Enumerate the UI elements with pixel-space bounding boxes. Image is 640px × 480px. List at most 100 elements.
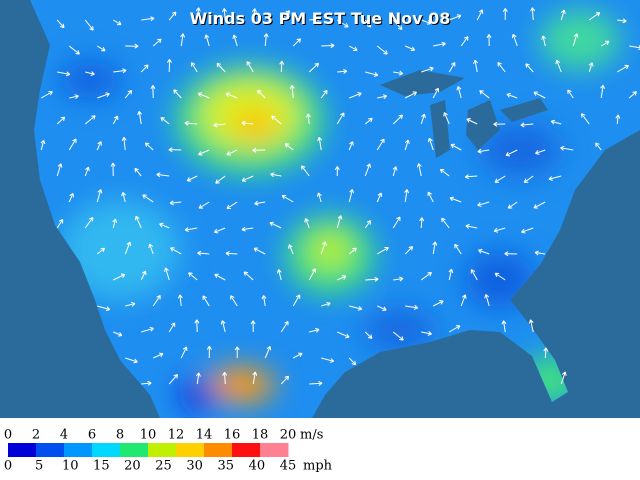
wind-arrow — [505, 149, 518, 157]
wind-arrow — [271, 115, 282, 125]
wind-arrow — [448, 268, 454, 281]
wind-arrow — [377, 94, 388, 100]
wind-arrow — [321, 301, 331, 307]
wind-arrow — [392, 216, 401, 229]
color-swatch — [64, 443, 93, 457]
wind-arrow — [478, 248, 490, 255]
wind-arrow — [420, 113, 426, 125]
wind-arrow — [184, 227, 198, 232]
legend: 0 2 4 6 8 10 12 14 16 18 20 0 5 10 15 20 25 30 35 40 45 m/s mp… — [4, 428, 333, 474]
wind-arrow — [449, 14, 462, 21]
wind-arrow — [124, 241, 132, 255]
wind-arrow — [364, 117, 373, 125]
wind-arrow — [348, 141, 354, 151]
wind-arrow — [392, 114, 404, 125]
wind-arrow — [166, 59, 172, 73]
wind-arrow — [112, 218, 118, 229]
wind-arrow — [419, 217, 425, 229]
ms-unit: m/s — [300, 428, 323, 443]
wind-arrow — [550, 119, 562, 125]
wind-arrow — [142, 194, 154, 203]
wind-arrow — [405, 91, 417, 99]
wind-arrow — [405, 304, 419, 310]
wind-arrow — [460, 294, 467, 307]
wind-arrow — [56, 163, 63, 177]
wind-arrow — [125, 43, 139, 49]
wind-arrow — [560, 9, 566, 21]
wind-arrow — [125, 357, 138, 364]
wind-arrow — [241, 226, 254, 232]
wind-arrow — [337, 275, 347, 281]
mph-label: 15 — [93, 459, 110, 474]
wind-arrow — [348, 247, 357, 255]
wind-arrow — [253, 247, 266, 255]
wind-arrow — [261, 295, 267, 307]
wind-arrow — [173, 89, 182, 99]
ms-label: 12 — [168, 428, 185, 443]
mph-label: 40 — [249, 459, 266, 474]
wind-arrow — [156, 172, 170, 178]
wind-arrow — [336, 215, 343, 229]
wind-arrow — [567, 89, 574, 99]
wind-arrow — [433, 300, 444, 307]
wind-arrow — [421, 330, 432, 336]
wind-arrow — [252, 147, 266, 153]
wind-arrow — [506, 92, 518, 99]
wind-arrow — [392, 331, 404, 341]
ms-label: 18 — [252, 428, 269, 443]
wind-arrow — [320, 241, 327, 255]
wind-arrow — [186, 175, 198, 182]
wind-arrow — [348, 45, 358, 52]
wind-arrow — [337, 68, 348, 74]
wind-arrow — [454, 243, 462, 255]
mph-label: 0 — [4, 459, 12, 474]
wind-arrow — [494, 175, 506, 183]
wind-arrow — [141, 326, 154, 333]
wind-arrow — [321, 43, 335, 49]
wind-arrow — [141, 16, 155, 22]
wind-arrow — [560, 371, 567, 385]
wind-arrow — [617, 18, 627, 24]
wind-arrow — [140, 64, 149, 73]
wind-vectors — [40, 7, 640, 386]
wind-arrow — [501, 320, 507, 333]
land — [30, 0, 640, 418]
wind-arrow — [289, 84, 295, 99]
wind-arrow — [206, 345, 212, 359]
wind-arrow — [264, 345, 272, 359]
wind-arrow — [464, 174, 478, 180]
wind-arrow — [152, 295, 161, 307]
wind-arrow — [376, 246, 389, 255]
wind-arrow — [301, 165, 310, 177]
wind-arrow — [84, 115, 96, 125]
wind-arrow — [502, 8, 508, 21]
mph-label: 20 — [124, 459, 141, 474]
ms-label: 10 — [140, 428, 157, 443]
wind-arrow — [97, 305, 111, 312]
wind-arrow — [477, 148, 490, 154]
wind-arrow — [334, 166, 340, 177]
color-swatch — [176, 443, 205, 457]
wind-arrow — [479, 90, 490, 99]
wind-arrow — [448, 62, 456, 73]
wind-arrow — [222, 371, 228, 385]
wind-arrow — [84, 166, 90, 177]
wind-arrow — [520, 122, 534, 128]
wind-arrow — [364, 331, 373, 339]
wind-arrow — [456, 86, 462, 99]
wind-arrow — [135, 215, 142, 229]
wind-arrow — [392, 19, 403, 31]
wind-arrow — [68, 45, 80, 55]
wind-arrow — [349, 92, 362, 99]
wind-arrow — [254, 200, 266, 206]
wind-arrow — [292, 352, 303, 359]
wind-arrow — [276, 269, 282, 281]
wind-arrow — [214, 273, 226, 281]
wind-arrow — [484, 293, 490, 307]
wind-arrow — [168, 374, 179, 385]
wind-arrow — [336, 112, 345, 125]
wind-arrow — [364, 220, 372, 229]
wind-arrow — [476, 9, 484, 21]
wind-arrow — [309, 16, 320, 22]
wind-arrow — [169, 200, 182, 206]
